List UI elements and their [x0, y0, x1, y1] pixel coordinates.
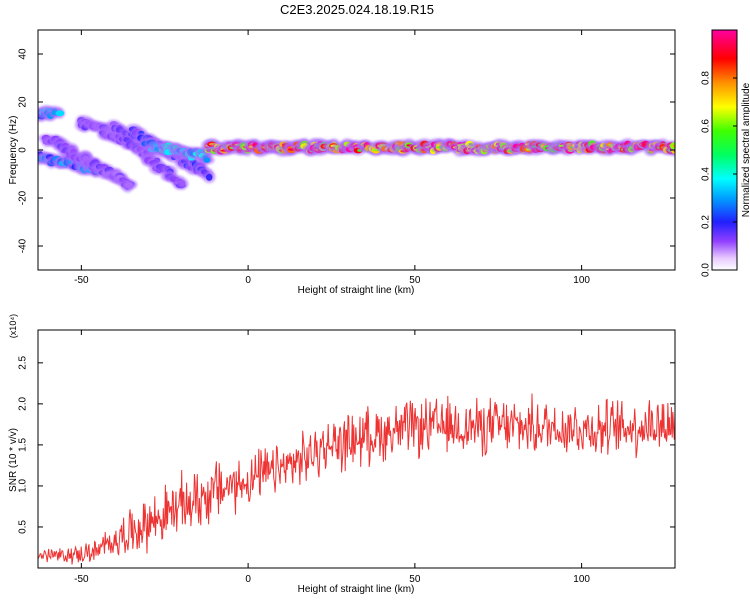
snr-series-line — [38, 393, 675, 565]
figure-title: C2E3.2025.024.18.19.R15 — [280, 2, 434, 17]
spectrogram-y-tick-label: 0 — [18, 147, 29, 153]
snr-y-tick-label: 2.5 — [18, 355, 29, 369]
colorbar-gradient — [711, 29, 738, 271]
spectrogram-x-tick-label: 100 — [573, 275, 590, 286]
spectrogram-x-axis-label: Height of straight line (km) — [298, 285, 415, 296]
snr-panel: -50 0 50 100 0.5 1.0 1.5 2.0 2.5 Height of stra… — [8, 314, 676, 595]
snr-frame — [37, 329, 676, 569]
spectrogram-cell-core — [672, 144, 675, 148]
snr-y-tick-label: 1.5 — [18, 438, 29, 452]
snr-x-tick-label: 0 — [245, 574, 251, 585]
colorbar-tick-label: 0.2 — [701, 215, 712, 229]
colorbar-tick-label: 0.6 — [701, 119, 712, 133]
snr-y-axis-label: SNR (10 * v/v) — [8, 428, 19, 492]
spectrogram-cell — [55, 110, 65, 117]
spectrogram-x-tick-label: 0 — [245, 275, 251, 286]
snr-y-tick-label: 0.5 — [18, 520, 29, 534]
colorbar-tick-label: 0.8 — [701, 71, 712, 85]
spectrogram-x-ticks: -50 0 50 100 — [74, 30, 590, 286]
spectrogram-y-axis-label: Frequency (Hz) — [8, 116, 19, 185]
snr-x-ticks: -50 0 50 100 — [74, 330, 590, 585]
snr-x-tick-label: 100 — [573, 574, 590, 585]
colorbar-label: Normalized spectral amplitude — [741, 82, 750, 217]
spectrogram-cell — [179, 180, 186, 187]
colorbar-tick-label: 0.0 — [701, 263, 712, 277]
colorbar-ticks: 0.0 0.2 0.4 0.6 0.8 — [701, 71, 737, 277]
snr-x-tick-label: 50 — [409, 574, 421, 585]
snr-y-multiplier: (x10⁴) — [8, 314, 18, 338]
spectrogram-cell — [205, 173, 213, 181]
spectrogram-y-tick-label: 40 — [18, 48, 29, 60]
spectrogram-cell — [124, 181, 134, 189]
spectrogram-x-tick-label: 50 — [409, 275, 421, 286]
spectrogram-panel: -50 0 50 100 -40 -20 0 20 40 Height of straight… — [8, 29, 676, 296]
spectrogram-y-tick-label: -20 — [18, 190, 29, 205]
spectrogram-marks — [38, 105, 675, 193]
snr-y-ticks: 0.5 1.0 1.5 2.0 2.5 — [18, 355, 675, 534]
snr-x-axis-label: Height of straight line (km) — [298, 584, 415, 595]
colorbar-tick-label: 0.4 — [701, 167, 712, 181]
snr-y-tick-label: 2.0 — [18, 396, 29, 410]
spectrogram-cell — [203, 157, 211, 163]
snr-x-tick-label: -50 — [74, 574, 89, 585]
spectrogram-y-tick-label: 20 — [18, 96, 29, 108]
spectrogram-y-ticks: -40 -20 0 20 40 — [18, 48, 675, 253]
colorbar: 0.0 0.2 0.4 0.6 0.8 Normalized spectral ampl… — [701, 29, 750, 277]
spectrogram-x-tick-label: -50 — [74, 275, 89, 286]
spectrogram-y-tick-label: -40 — [18, 238, 29, 253]
snr-y-tick-label: 1.0 — [18, 479, 29, 493]
